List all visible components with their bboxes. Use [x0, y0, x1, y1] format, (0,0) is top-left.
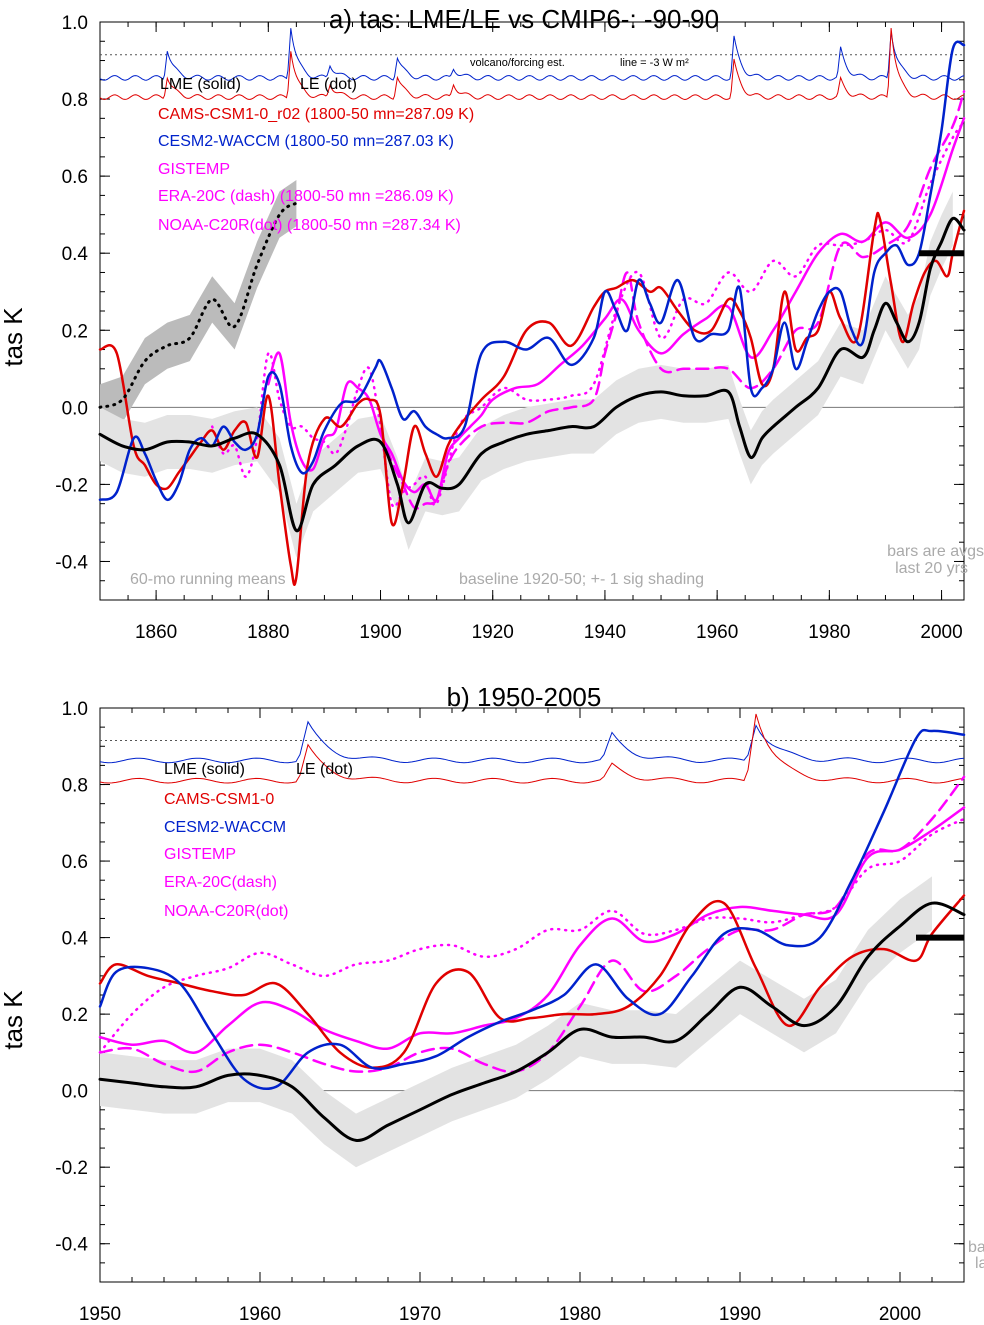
pb-forcing-cams-line — [99, 713, 965, 784]
legend-b-lme: LME (solid) — [164, 761, 245, 778]
legend-b-gistemp: GISTEMP — [164, 846, 236, 863]
pb-xtick-label: 1960 — [239, 1304, 281, 1325]
panel-a-note-left: 60-mo running means — [130, 571, 286, 588]
legend-b-noaa: NOAA-C20R(dot) — [164, 903, 288, 920]
pb-ytick-label: 0.4 — [62, 929, 89, 950]
panel-b: b) 1950-2005 tas K -0.4 -0.2 0.0 0.2 0.4 0.6 0… — [0, 682, 984, 1325]
legend-cesm: CESM2-WACCM (1800-50 mn=287.03 K) — [158, 133, 454, 150]
pa-series-cams-csm1-0-r02 — [98, 209, 966, 586]
pb-lme-shading — [100, 876, 932, 1168]
panel-b-title: b) 1950-2005 — [447, 682, 602, 712]
pb-ytick-label: 0.0 — [62, 1082, 88, 1103]
pb-series-noaa-c20r — [98, 817, 966, 1054]
pa-xtick-label: 1860 — [135, 622, 177, 643]
pb-series-cesm2-waccm — [98, 728, 966, 1091]
pa-forcing-cesm-line — [99, 28, 965, 81]
pa-series-era-20c — [379, 90, 966, 510]
pa-xtick-label: 1940 — [584, 622, 626, 643]
pb-series-cams-csm1-0 — [98, 894, 966, 1069]
pa-series-le — [98, 201, 298, 409]
pb-ytick-label: 1.0 — [62, 699, 88, 720]
pa-xtick-label: 1980 — [808, 622, 850, 643]
legend-noaa: NOAA-C20R(dot) (1800-50 mn =287.34 K) — [158, 217, 461, 234]
legend-lme: LME (solid) — [160, 76, 241, 93]
panel-a-volcano-label: volcano/forcing est. — [470, 57, 565, 69]
pa-xtick-label: 1880 — [247, 622, 289, 643]
pa-ytick-label: 0.4 — [62, 244, 89, 265]
panel-b-plot: -0.4 -0.2 0.0 0.2 0.4 0.6 0.8 1.0 1950 1960 1970 19… — [55, 699, 966, 1325]
pa-ytick-label: 0.6 — [62, 167, 88, 188]
pa-lme-shading — [100, 191, 953, 558]
pa-series-cesm2-waccm — [98, 40, 966, 502]
pa-ytick-label: -0.2 — [55, 475, 88, 496]
pb-series-lme — [98, 901, 966, 1142]
pa-forcing-cams-line — [99, 27, 965, 101]
pa-xtick-label: 2000 — [920, 622, 962, 643]
panel-a-note-center: baseline 1920-50; +- 1 sig shading — [459, 571, 704, 588]
pb-series-gistemp — [98, 806, 966, 1054]
legend-b-le: LE (dot) — [296, 761, 353, 778]
legend-gistemp: GISTEMP — [158, 161, 230, 178]
pa-series-noaa-c20r — [210, 120, 966, 509]
legend-era20c: ERA-20C (dash) (1800-50 mn =286.09 K) — [158, 188, 454, 205]
legend-b-era20c: ERA-20C(dash) — [164, 874, 277, 891]
panel-b-ylabel: tas K — [0, 990, 28, 1050]
pb-forcing-cesm-line — [99, 720, 965, 764]
pa-ytick-label: 0.2 — [62, 321, 88, 342]
pa-xtick-label: 1960 — [696, 622, 738, 643]
pb-series-era-20c — [98, 775, 966, 1074]
panel-a-title: a) tas: LME/LE vs CMIP6-: -90-90 — [329, 4, 719, 34]
pa-series-gistemp — [267, 117, 966, 502]
pb-xtick-label: 1950 — [79, 1304, 121, 1325]
panel-a-note-right-1: bars are avgs — [887, 543, 984, 560]
panel-a-note-right-2: last 20 yrs — [895, 560, 968, 577]
pa-ytick-label: -0.4 — [55, 552, 88, 573]
pb-ytick-label: -0.2 — [55, 1158, 88, 1179]
pb-xtick-label: 1970 — [399, 1304, 441, 1325]
legend-le: LE (dot) — [300, 76, 357, 93]
panel-a-ylabel: tas K — [0, 307, 28, 367]
panel-a: a) tas: LME/LE vs CMIP6-: -90-90 tas K -… — [0, 4, 984, 643]
legend-b-cesm: CESM2-WACCM — [164, 819, 286, 836]
pa-le-shading — [100, 180, 297, 431]
panel-b-note-right-1: bars are avgs — [968, 1239, 984, 1256]
pa-xtick-label: 1900 — [359, 622, 401, 643]
pb-xtick-label: 2000 — [879, 1304, 921, 1325]
pa-ytick-label: 0.0 — [62, 398, 88, 419]
pb-ytick-label: 0.8 — [62, 776, 88, 797]
pb-xtick-label: 1990 — [719, 1304, 761, 1325]
pa-ytick-label: 0.8 — [62, 90, 88, 111]
pa-xtick-label: 1920 — [472, 622, 514, 643]
panel-a-plot: -0.4 -0.2 0.0 0.2 0.4 0.6 0.8 1.0 1860 1880 1900 19… — [55, 13, 966, 643]
legend-cams: CAMS-CSM1-0_r02 (1800-50 mn=287.09 K) — [158, 106, 474, 123]
pa-series-lme — [98, 216, 966, 533]
pb-ytick-label: 0.6 — [62, 852, 88, 873]
panel-b-note-right-2: last 20 yrs — [975, 1255, 984, 1272]
pa-ytick-label: 1.0 — [62, 13, 88, 34]
panel-a-line-label: line = -3 W m² — [620, 57, 689, 69]
legend-b-cams: CAMS-CSM1-0 — [164, 791, 274, 808]
pb-ytick-label: -0.4 — [55, 1235, 88, 1256]
pb-ytick-label: 0.2 — [62, 1005, 88, 1026]
pb-xtick-label: 1980 — [559, 1304, 601, 1325]
